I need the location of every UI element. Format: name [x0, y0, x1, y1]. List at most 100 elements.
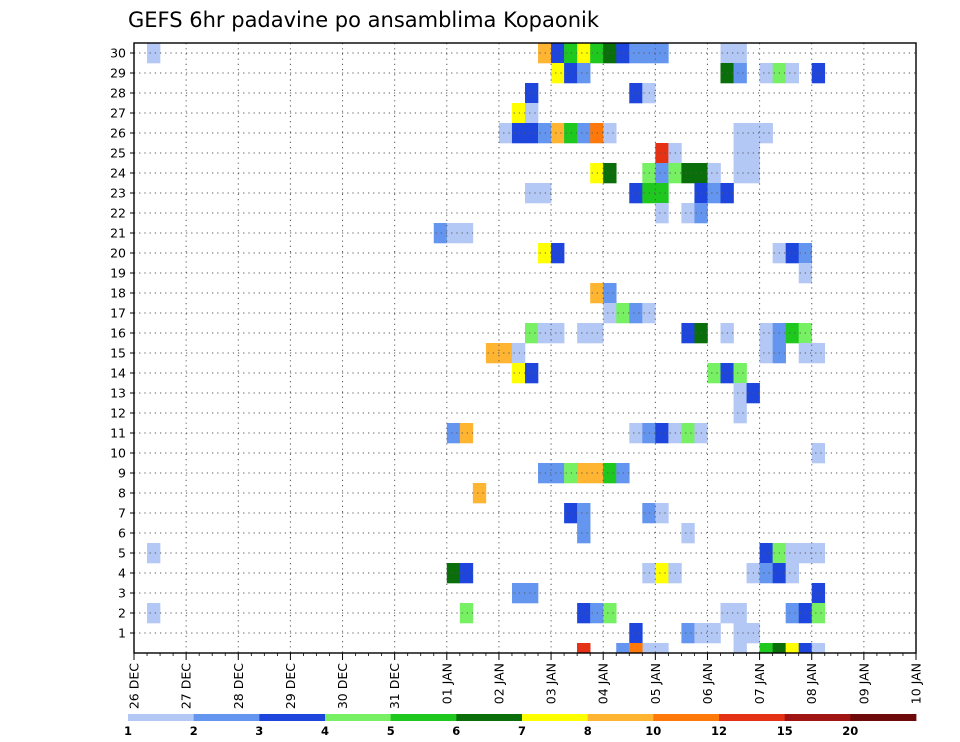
heatmap-cell	[681, 163, 695, 184]
heatmap-cell	[564, 123, 578, 144]
heatmap-cell	[655, 423, 669, 444]
y-tick-label: 10	[110, 446, 126, 461]
y-tick-label: 16	[110, 326, 126, 341]
heatmap-cell	[577, 523, 591, 544]
heatmap-cell	[733, 603, 747, 624]
heatmap-cell	[577, 123, 591, 144]
x-tick-label: 08 JAN	[804, 663, 819, 704]
heatmap-cell	[603, 283, 617, 304]
heatmap-cell	[811, 443, 826, 464]
heatmap-cell	[785, 243, 799, 264]
y-tick-label: 29	[110, 66, 126, 81]
heatmap-cell	[603, 123, 617, 144]
heatmap-cell	[772, 643, 786, 654]
legend-level-label: 10	[645, 724, 661, 738]
legend-level-label: 1	[124, 724, 132, 738]
heatmap-cell	[525, 323, 539, 344]
y-tick-label: 2	[118, 606, 126, 621]
heatmap-cell	[577, 43, 591, 64]
heatmap-cell	[446, 223, 461, 244]
y-tick-label: 26	[110, 126, 126, 141]
legend-level-label: 15	[777, 724, 793, 738]
heatmap-cell	[603, 163, 617, 184]
heatmap-cell	[551, 323, 565, 344]
heatmap-cell	[564, 63, 578, 84]
y-tick-label: 18	[110, 286, 126, 301]
heatmap-cell	[525, 583, 539, 604]
legend-color-swatch	[456, 714, 523, 721]
heatmap-cell	[785, 563, 799, 584]
x-tick-label: 29 DEC	[283, 663, 298, 709]
heatmap-cell	[564, 463, 578, 484]
heatmap-cell	[785, 323, 799, 344]
x-tick-label: 02 JAN	[491, 663, 506, 704]
heatmap-cell	[511, 583, 526, 604]
heatmap-cell	[498, 343, 513, 364]
legend-color-swatch	[128, 714, 195, 721]
y-tick-label: 28	[110, 86, 126, 101]
heatmap-cell	[446, 563, 461, 584]
heatmap-cell	[655, 203, 669, 224]
heatmap-cell	[759, 643, 773, 654]
y-tick-label: 9	[118, 466, 126, 481]
heatmap-cell	[511, 103, 526, 124]
legend-level-label: 4	[321, 724, 329, 738]
heatmap-cell	[577, 603, 591, 624]
legend-level-label: 2	[190, 724, 198, 738]
x-tick-label: 06 JAN	[700, 663, 715, 704]
x-tick-label: 01 JAN	[439, 663, 454, 704]
heatmap-cell	[629, 83, 643, 104]
y-tick-label: 13	[110, 386, 126, 401]
legend-level-label: 6	[452, 724, 460, 738]
heatmap-cells	[147, 43, 826, 654]
heatmap-cell	[603, 463, 617, 484]
legend-color-swatch	[850, 714, 917, 721]
legend-color-swatch	[259, 714, 326, 721]
heatmap-cell	[681, 623, 695, 644]
y-tick-label: 5	[118, 546, 126, 561]
y-tick-label: 20	[110, 246, 126, 261]
heatmap-cell	[759, 563, 773, 584]
heatmap-cell	[498, 123, 513, 144]
heatmap-cell	[759, 323, 773, 344]
color-legend: 1 2 3 4 5 6 7 8 10 12 15 20	[124, 714, 917, 738]
heatmap-cell	[759, 343, 773, 364]
heatmap-cell	[525, 83, 539, 104]
heatmap-cell	[811, 583, 826, 604]
heatmap-cell	[525, 183, 539, 204]
heatmap-cell	[655, 163, 669, 184]
x-tick-label: 26 DEC	[127, 663, 142, 709]
heatmap-cell	[811, 603, 826, 624]
heatmap-cell	[459, 563, 474, 584]
heatmap-cell	[538, 43, 552, 64]
legend-level-label: 7	[518, 724, 526, 738]
heatmap-cell	[785, 63, 799, 84]
heatmap-cell	[538, 183, 552, 204]
x-tick-label: 03 JAN	[544, 663, 559, 704]
y-tick-label: 21	[110, 226, 126, 241]
heatmap-cell	[485, 343, 500, 364]
y-tick-label: 11	[110, 426, 126, 441]
heatmap-cell	[459, 223, 474, 244]
y-axis: 1234567891011121314151617181920212223242…	[110, 46, 134, 641]
legend-color-swatch	[719, 714, 786, 721]
heatmap-cell	[811, 63, 826, 84]
x-tick-label: 27 DEC	[179, 663, 194, 709]
heatmap-cell	[525, 103, 539, 124]
heatmap-cell	[655, 183, 669, 204]
heatmap-cell	[551, 463, 565, 484]
heatmap-cell	[785, 543, 799, 564]
heatmap-cell	[655, 503, 669, 524]
y-tick-label: 15	[110, 346, 126, 361]
heatmap-cell	[681, 323, 695, 344]
legend-color-swatch	[522, 714, 589, 721]
heatmap-cell	[147, 543, 161, 564]
heatmap-cell	[538, 123, 552, 144]
heatmap-cell	[759, 123, 773, 144]
heatmap-cell	[551, 243, 565, 264]
y-tick-label: 17	[110, 306, 126, 321]
heatmap-cell	[733, 63, 747, 84]
y-tick-label: 27	[110, 106, 126, 121]
heatmap-cell	[603, 303, 617, 324]
